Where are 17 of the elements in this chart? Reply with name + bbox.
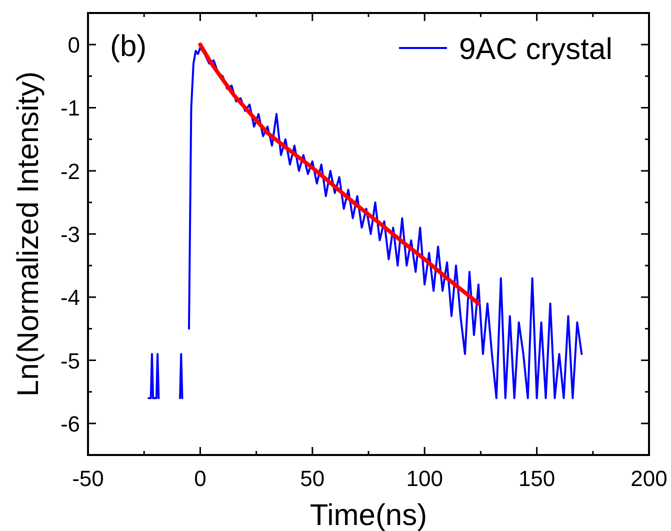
y-tick-label: -3 bbox=[60, 222, 80, 247]
x-tick-label: 100 bbox=[406, 466, 443, 491]
x-tick-label: -50 bbox=[72, 466, 104, 491]
y-tick-label: -1 bbox=[60, 96, 80, 121]
x-tick-label: 0 bbox=[194, 466, 206, 491]
y-tick-label: -5 bbox=[60, 348, 80, 374]
x-tick-label: 50 bbox=[300, 466, 325, 491]
y-tick-label: 0 bbox=[68, 32, 80, 58]
legend-label: 9AC crystal bbox=[459, 33, 612, 66]
annotation: (b) bbox=[110, 30, 147, 63]
x-tick-label: 150 bbox=[518, 466, 556, 491]
y-tick-label: -6 bbox=[60, 411, 80, 436]
y-tick-label: -2 bbox=[60, 158, 80, 184]
y-axis-title: Ln(Normalized Intensity) bbox=[12, 71, 45, 397]
x-axis-title: Time(ns) bbox=[310, 499, 428, 531]
y-tick-label: -4 bbox=[60, 285, 80, 310]
x-tick-label: 200 bbox=[630, 466, 668, 491]
